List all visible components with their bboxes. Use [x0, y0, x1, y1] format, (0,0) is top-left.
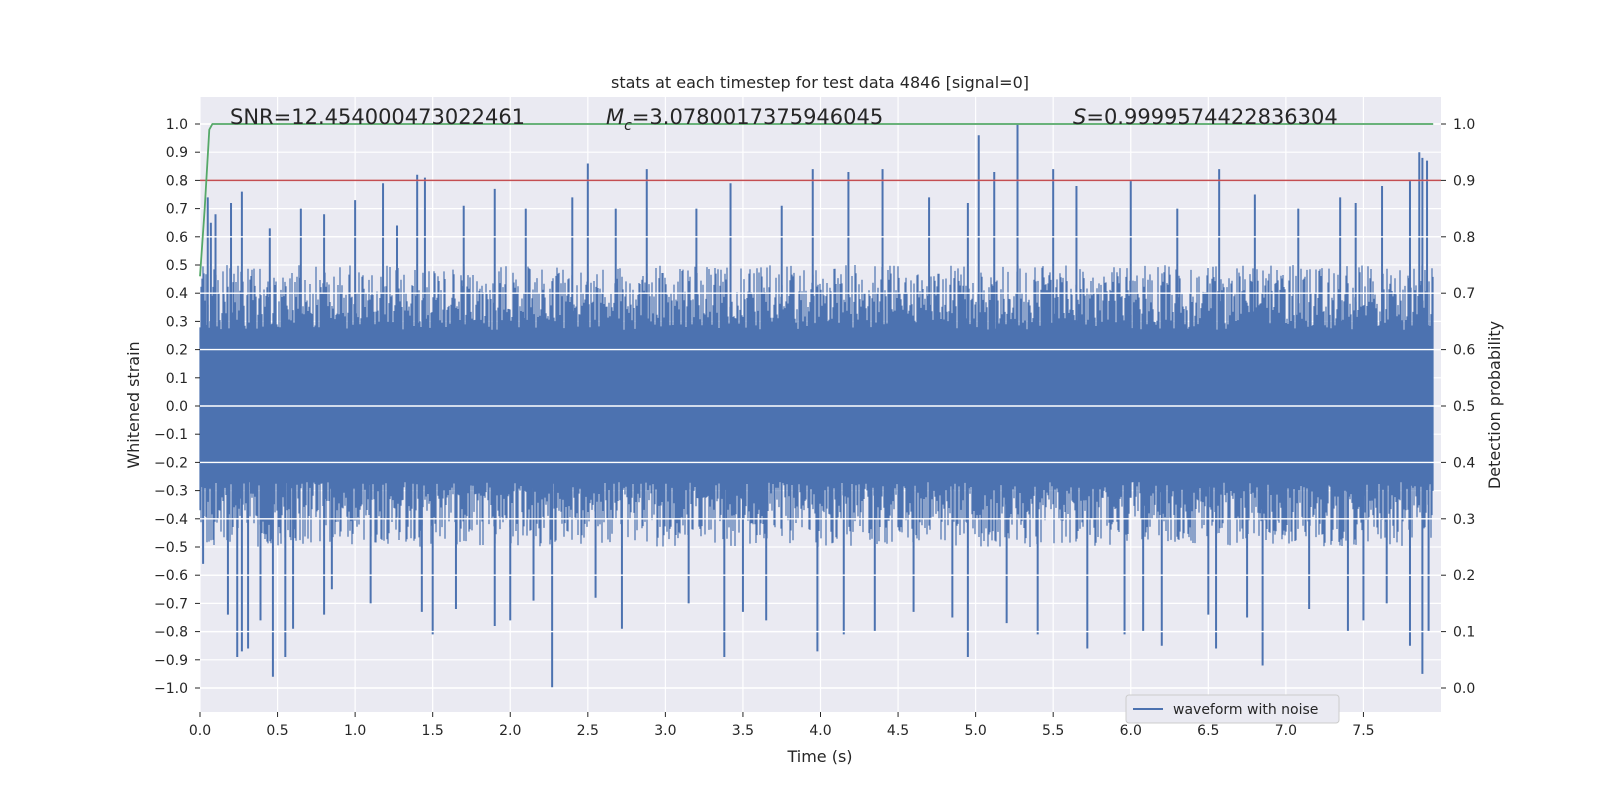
x-tick-label: 1.0	[344, 723, 366, 739]
chirp-mass-value: =3.0780017375946045	[632, 105, 883, 129]
x-tick-label: 7.5	[1352, 723, 1374, 739]
y-left-tick-label: 0.4	[166, 286, 188, 302]
y-right-tick-label: 0.1	[1453, 625, 1475, 641]
y-left-tick-label: −0.1	[154, 427, 188, 443]
y-left-tick-label: −0.9	[154, 653, 188, 669]
x-tick-label: 2.5	[577, 723, 599, 739]
y-left-tick-label: −0.3	[154, 484, 188, 500]
y-right-tick-label: 0.2	[1453, 568, 1475, 584]
detection-probability-line	[199, 123, 1434, 277]
x-tick-label: 3.5	[732, 723, 754, 739]
y-right-tick-label: 0.7	[1453, 286, 1475, 302]
y-axis-right-label: Detection probability	[1485, 321, 1504, 489]
y-left-tick-label: −0.4	[154, 512, 188, 528]
y-right-tick-label: 0.3	[1453, 512, 1475, 528]
x-tick-label: 7.0	[1275, 723, 1297, 739]
y-axis-left-ticks: 1.0 0.9 0.8 0.7 0.6 0.5 0.4 0.3 0.2 0.1 0.0 −0.1 −0.…	[154, 117, 200, 697]
y-left-tick-label: 1.0	[166, 117, 188, 133]
y-axis-right-ticks: 1.0 0.9 0.8 0.7 0.6 0.5 0.4 0.3 0.2 0.1 0.0	[1441, 117, 1475, 697]
y-right-tick-label: 0.4	[1453, 455, 1475, 471]
y-left-tick-label: −0.8	[154, 625, 188, 641]
y-left-tick-label: 0.7	[166, 202, 188, 218]
y-left-tick-label: 0.9	[166, 145, 188, 161]
x-tick-label: 0.5	[266, 723, 288, 739]
score-symbol: S	[1073, 105, 1086, 129]
y-left-tick-label: 0.8	[166, 173, 188, 189]
y-right-tick-label: 0.6	[1453, 343, 1475, 359]
y-right-tick-label: 0.5	[1453, 399, 1475, 415]
y-left-tick-label: 0.0	[166, 399, 188, 415]
snr-annotation: SNR=12.454000473022461	[230, 105, 525, 129]
y-left-tick-label: 0.6	[166, 230, 188, 246]
y-right-tick-label: 0.0	[1453, 681, 1475, 697]
x-tick-label: 2.0	[499, 723, 521, 739]
x-tick-label: 4.5	[887, 723, 909, 739]
y-left-tick-label: 0.2	[166, 343, 188, 359]
y-right-tick-label: 1.0	[1453, 117, 1475, 133]
x-tick-label: 5.5	[1042, 723, 1064, 739]
y-left-tick-label: −1.0	[154, 681, 188, 697]
x-tick-label: 4.0	[809, 723, 831, 739]
x-tick-label: 6.5	[1197, 723, 1219, 739]
x-tick-label: 0.0	[189, 723, 211, 739]
x-axis-label: Time (s)	[786, 747, 852, 766]
chirp-mass-symbol: M	[606, 105, 624, 129]
y-left-tick-label: −0.6	[154, 568, 188, 584]
x-tick-label: 6.0	[1120, 723, 1142, 739]
y-left-tick-label: −0.5	[154, 540, 188, 556]
chart-title: stats at each timestep for test data 484…	[611, 73, 1029, 92]
y-right-tick-label: 0.8	[1453, 230, 1475, 246]
x-tick-label: 3.0	[654, 723, 676, 739]
y-left-tick-label: 0.5	[166, 258, 188, 274]
x-tick-label: 5.0	[964, 723, 986, 739]
y-left-tick-label: 0.1	[166, 371, 188, 387]
chirp-mass-annotation: Mc=3.0780017375946045	[606, 105, 883, 134]
legend: waveform with noise	[1125, 694, 1340, 724]
y-left-tick-label: −0.7	[154, 596, 188, 612]
y-left-tick-label: 0.3	[166, 314, 188, 330]
x-axis-ticks: 0.0 0.5 1.0 1.5 2.0 2.5 3.0 3.5 4.0 4.5 5.0 5.5 6.0 6…	[189, 712, 1375, 739]
chirp-mass-subscript: c	[624, 118, 632, 134]
legend-label: waveform with noise	[1173, 702, 1318, 718]
y-axis-left-label: Whitened strain	[124, 341, 143, 468]
x-tick-label: 1.5	[422, 723, 444, 739]
y-left-tick-label: −0.2	[154, 455, 188, 471]
score-value: =0.9999574422836304	[1086, 105, 1337, 129]
legend-box	[1125, 694, 1340, 724]
score-annotation: S=0.9999574422836304	[1073, 105, 1338, 129]
y-right-tick-label: 0.9	[1453, 173, 1475, 189]
